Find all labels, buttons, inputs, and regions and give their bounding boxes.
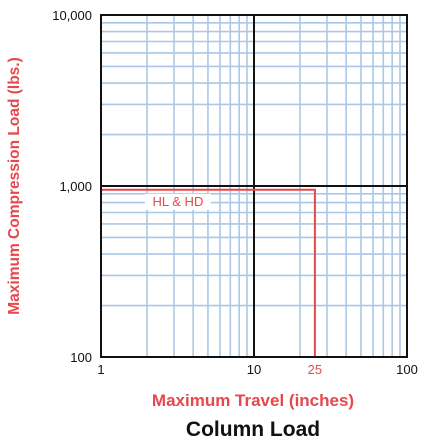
x-tick-label: 100: [396, 362, 418, 377]
x-tick-label: 25: [308, 362, 322, 377]
y-axis-label: Maximum Compression Load (lbs.): [6, 57, 23, 315]
x-axis-label: Maximum Travel (inches): [152, 391, 354, 410]
y-tick-label: 100: [70, 350, 92, 365]
major-grid-lines: [101, 15, 407, 357]
x-tick-label: 1: [97, 362, 104, 377]
y-tick-label: 10,000: [52, 8, 92, 23]
series-layer: HL & HD: [101, 188, 316, 357]
chart-title: Column Load: [186, 418, 320, 441]
x-tick-label: 10: [247, 362, 261, 377]
series-label-background: [144, 193, 211, 210]
plot-frame: [100, 14, 408, 358]
tick-labels: 1 10 25 100 100 1,000 10,000: [52, 8, 418, 377]
series-label: HL & HD: [153, 194, 204, 209]
series-line: [101, 188, 316, 357]
y-tick-label: 1,000: [59, 179, 92, 194]
